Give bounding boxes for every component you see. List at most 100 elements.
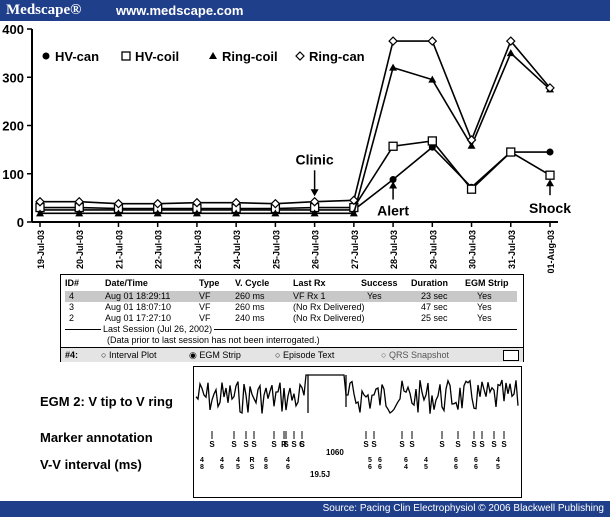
marker-symbol: S xyxy=(271,440,277,449)
episode-row[interactable]: 4 Aug 01 18:29:11 VF 260 ms VF Rx 1 Yes … xyxy=(65,291,517,302)
point xyxy=(505,36,516,46)
cell-vcycle: 260 ms xyxy=(235,302,265,312)
point xyxy=(232,209,241,217)
col-egmstrip: EGM Strip xyxy=(465,278,509,288)
radio-unselected-icon: ○ xyxy=(101,350,107,360)
interval-digit: S xyxy=(250,464,255,471)
interval-digit: 6 xyxy=(220,464,224,471)
site-url: www.medscape.com xyxy=(116,3,244,18)
cell-type: VF xyxy=(199,302,211,312)
option-label: Episode Text xyxy=(282,350,335,360)
x-tick-label: 27-Jul-03 xyxy=(350,230,360,269)
marker-annotations: S S S S S S S SR C S S S S S S S S S S xyxy=(209,431,507,449)
episode-prefix: #4: xyxy=(65,350,79,360)
x-tick-label: 24-Jul-03 xyxy=(232,230,242,269)
interval-digit: 6 xyxy=(264,457,268,464)
point xyxy=(114,209,123,217)
interval-digit: 6 xyxy=(378,457,382,464)
point xyxy=(389,63,398,71)
interval-digit: 5 xyxy=(424,464,428,471)
interval-digit: 4 xyxy=(236,457,240,464)
point xyxy=(427,136,437,146)
cell-datetime: Aug 01 18:07:10 xyxy=(105,302,172,312)
series-ring-can xyxy=(35,36,555,209)
marker-symbol: S xyxy=(439,440,445,449)
col-success: Success xyxy=(361,278,398,288)
point xyxy=(506,147,516,157)
point xyxy=(35,196,45,207)
point xyxy=(349,209,358,217)
series-ring-coil xyxy=(36,49,554,217)
marker-symbol: S xyxy=(491,440,497,449)
x-tick-label: 29-Jul-03 xyxy=(428,230,438,269)
annotations: Clinic Alert Shock xyxy=(296,151,572,218)
interval-digit: 4 xyxy=(286,457,290,464)
x-tick-label: 22-Jul-03 xyxy=(154,230,164,269)
option-qrs-snapshot[interactable]: ○ QRS Snapshot xyxy=(381,350,449,360)
arrow-head xyxy=(546,179,554,187)
cell-id: 2 xyxy=(69,313,75,323)
y-tick-label: 200 xyxy=(2,119,24,134)
shock-energy: 19.5J xyxy=(310,470,330,479)
x-tick-label: 28-Jul-03 xyxy=(389,230,399,269)
x-tick-label: 21-Jul-03 xyxy=(114,230,124,269)
series-layer xyxy=(35,36,555,217)
last-session-label: Last Session (Jul 26, 2002) xyxy=(101,324,215,334)
banner: Medscape® www.medscape.com xyxy=(0,0,610,21)
chart-axes: 0 100 200 300 400 19-Jul-03 20-Jul-03 21-Jul-03… xyxy=(2,22,558,274)
point xyxy=(74,196,85,207)
marker-symbol: R xyxy=(281,440,287,449)
marker-symbol: S xyxy=(501,440,507,449)
x-tick-label: 26-Jul-03 xyxy=(311,230,321,269)
point xyxy=(348,195,359,206)
marker-symbol: S xyxy=(363,440,369,449)
series-line xyxy=(40,39,551,205)
option-label: QRS Snapshot xyxy=(388,350,449,360)
x-tick-label: 01-Aug-03 xyxy=(546,230,556,274)
cell-id: 3 xyxy=(69,302,75,312)
radio-unselected-icon: ○ xyxy=(381,350,387,360)
interval-digit: 6 xyxy=(454,457,458,464)
marker-symbol: S xyxy=(283,440,289,449)
point xyxy=(309,196,320,207)
vv-interval-label: V-V interval (ms) xyxy=(40,457,142,472)
cell-egmstrip: Yes xyxy=(477,291,492,301)
col-id: ID# xyxy=(65,278,80,288)
marker-symbol: S xyxy=(291,440,297,449)
col-lastrx: Last Rx xyxy=(293,278,326,288)
marker-symbol: S xyxy=(371,440,377,449)
col-type: Type xyxy=(199,278,220,288)
option-label: EGM Strip xyxy=(199,350,241,360)
marker-symbol: C xyxy=(299,440,305,449)
interval-digit: 4 xyxy=(200,457,204,464)
point xyxy=(310,209,319,217)
panel-scroll-icon[interactable] xyxy=(503,350,519,361)
y-tick-label: 100 xyxy=(2,167,24,182)
point xyxy=(466,135,477,145)
point xyxy=(545,83,555,93)
interval-digit: 4 xyxy=(220,457,224,464)
point xyxy=(209,52,217,59)
cell-success: Yes xyxy=(367,291,382,301)
egm-trace xyxy=(195,374,519,415)
interval-digit: 8 xyxy=(200,464,204,471)
point xyxy=(545,170,555,180)
option-egm-strip[interactable]: ◉ EGM Strip xyxy=(189,350,241,361)
point xyxy=(36,209,44,217)
option-episode-text[interactable]: ○ Episode Text xyxy=(275,350,334,360)
arrow-head xyxy=(389,181,398,189)
marker-symbol: S xyxy=(455,440,461,449)
point xyxy=(152,198,163,209)
egm-channel-label: EGM 2: V tip to V ring xyxy=(40,394,173,409)
interval-digit: 6 xyxy=(404,457,408,464)
point xyxy=(388,36,398,46)
marker-symbol: S xyxy=(409,440,415,449)
point xyxy=(546,148,554,156)
option-interval-plot[interactable]: ○ Interval Plot xyxy=(101,350,156,360)
point xyxy=(388,141,398,151)
x-tick-label: 25-Jul-03 xyxy=(271,230,281,269)
cell-lastrx: (No Rx Delivered) xyxy=(293,313,365,323)
annotation-alert: Alert xyxy=(377,203,409,219)
col-vcycle: V. Cycle xyxy=(235,278,270,288)
